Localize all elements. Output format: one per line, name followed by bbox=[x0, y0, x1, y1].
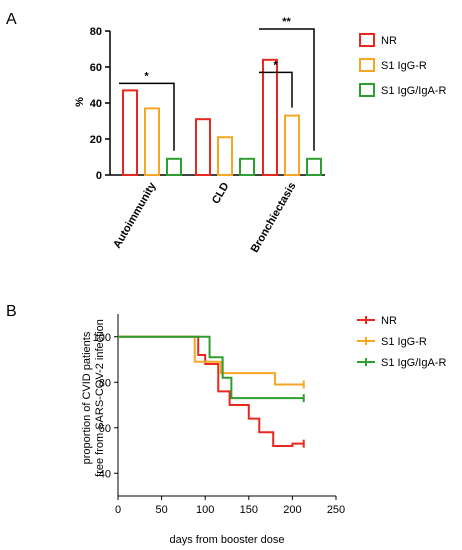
bar-bronchiectasis-s1-igg-iga-r bbox=[306, 157, 322, 177]
b-ytick-label: 40 bbox=[99, 468, 111, 480]
a-ytick-label: 0 bbox=[96, 170, 102, 182]
b-xtick-label: 150 bbox=[240, 504, 258, 516]
legend-label: NR bbox=[381, 35, 397, 47]
bar-autoimmunity-nr bbox=[122, 89, 138, 176]
b-xtick-label: 200 bbox=[283, 504, 301, 516]
bar-autoimmunity-s1-igg-r bbox=[144, 107, 160, 176]
b-ytick-label: 80 bbox=[99, 377, 111, 389]
significance-bracket bbox=[119, 82, 175, 151]
legend-label: NR bbox=[381, 315, 397, 327]
bar-bronchiectasis-nr bbox=[262, 58, 278, 176]
significance-bracket bbox=[259, 28, 315, 151]
b-ytick-label: 100 bbox=[93, 332, 111, 344]
panel-b: B proportion of CVID patients free from … bbox=[6, 303, 446, 546]
legend-swatch bbox=[359, 58, 375, 72]
significance-label: * bbox=[144, 70, 149, 82]
significance-label: * bbox=[273, 59, 278, 71]
legend-swatch bbox=[359, 33, 375, 47]
bar-cld-s1-igg-iga-r bbox=[239, 157, 255, 177]
a-ytick-label: 20 bbox=[90, 134, 102, 146]
panel-b-y-axis-title-line2: free from SARS-COV-2 infection bbox=[94, 319, 106, 477]
legend-label: S1 IgG/IgA-R bbox=[381, 85, 446, 97]
legend-swatch bbox=[359, 83, 375, 97]
significance-bracket bbox=[259, 71, 293, 108]
legend-label: S1 IgG/IgA-R bbox=[381, 357, 446, 369]
bar-cld-nr bbox=[195, 118, 211, 176]
a-xtick-label: CLD bbox=[210, 180, 232, 206]
curve-s1-igg-r bbox=[118, 335, 304, 386]
curve-s1-igg-iga-r bbox=[118, 335, 304, 400]
b-xtick-label: 100 bbox=[196, 504, 214, 516]
curve-nr bbox=[118, 335, 304, 447]
bar-cld-s1-igg-r bbox=[217, 136, 233, 176]
panel-b-x-ticks: 0 50 100 150 200 250 bbox=[115, 496, 345, 516]
b-xtick-label: 0 bbox=[115, 504, 121, 516]
bar-bronchiectasis-s1-igg-r bbox=[284, 114, 300, 176]
panel-a-letter: A bbox=[6, 11, 17, 28]
b-ytick-label: 60 bbox=[99, 423, 111, 435]
panel-a-significance: **** bbox=[119, 16, 315, 151]
bar-autoimmunity-s1-igg-iga-r bbox=[166, 157, 182, 177]
panel-b-y-ticks: 40 60 80 100 bbox=[93, 332, 118, 480]
panel-a-y-axis-title: % bbox=[74, 97, 86, 107]
panel-a: A % 0 20 40 60 80 Autoimmunity CLD Bronchiecta… bbox=[6, 11, 446, 255]
a-xtick-label: Autoimmunity bbox=[111, 180, 159, 251]
legend-label: S1 IgG-R bbox=[381, 336, 427, 348]
panel-b-legend: NR S1 IgG-R S1 IgG/IgA-R bbox=[357, 315, 446, 369]
a-xtick-label: Bronchiectasis bbox=[249, 181, 299, 255]
a-ytick-label: 80 bbox=[90, 26, 102, 38]
significance-label: ** bbox=[282, 16, 291, 28]
a-ytick-label: 40 bbox=[90, 98, 102, 110]
panel-a-bars bbox=[122, 58, 322, 177]
panel-a-x-tick-labels: Autoimmunity CLD Bronchiectasis bbox=[111, 180, 298, 255]
panel-a-legend: NR S1 IgG-R S1 IgG/IgA-R bbox=[359, 33, 446, 97]
panel-a-y-ticks: 0 20 40 60 80 bbox=[90, 26, 110, 182]
legend-label: S1 IgG-R bbox=[381, 60, 427, 72]
panel-b-x-axis-title: days from booster dose bbox=[170, 534, 285, 546]
panel-b-letter: B bbox=[6, 303, 17, 320]
b-xtick-label: 250 bbox=[327, 504, 345, 516]
b-xtick-label: 50 bbox=[155, 504, 167, 516]
panel-b-survival-curves bbox=[118, 335, 305, 448]
a-ytick-label: 60 bbox=[90, 62, 102, 74]
panel-b-y-axis-title-line1: proportion of CVID patients bbox=[81, 331, 93, 464]
